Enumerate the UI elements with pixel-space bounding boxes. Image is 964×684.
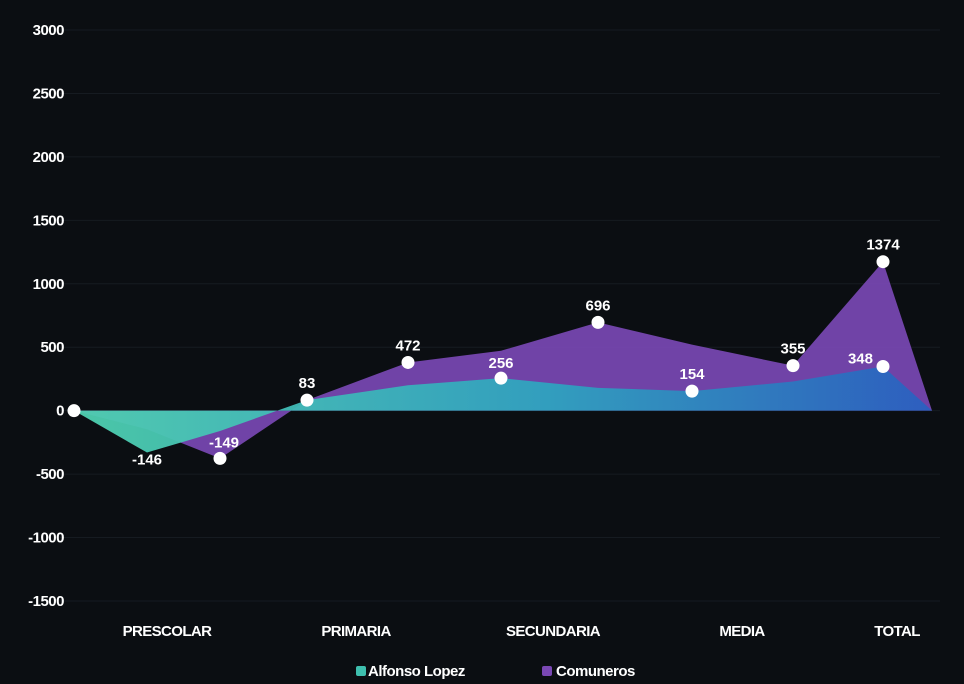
data-point	[876, 360, 890, 374]
data-label: 472	[395, 337, 420, 354]
data-point	[401, 355, 415, 369]
y-tick-label: 2500	[33, 85, 65, 102]
data-point	[685, 384, 699, 398]
legend-swatch	[542, 666, 552, 676]
data-point	[786, 359, 800, 373]
data-point	[67, 404, 81, 418]
x-axis-categories: PRESCOLAR PRIMARIA SECUNDARIA MEDIA TOTAL	[123, 623, 921, 640]
data-points	[67, 255, 890, 465]
y-tick-label: 1000	[33, 276, 65, 293]
data-point	[300, 393, 314, 407]
x-category-label: SECUNDARIA	[506, 623, 601, 640]
legend-label: Comuneros	[556, 663, 635, 680]
grid-lines	[60, 29, 940, 602]
data-point	[591, 315, 605, 329]
legend-item[interactable]: Comuneros	[542, 663, 636, 680]
data-label: 83	[299, 375, 316, 392]
y-tick-label: 3000	[33, 22, 65, 39]
data-labels: -146 -149 83 472 256 696 154 355 1374 348	[132, 237, 900, 469]
y-tick-label: 0	[56, 403, 64, 420]
legend: Alfonso Lopez Comuneros	[356, 663, 636, 680]
data-label: -149	[209, 434, 239, 451]
legend-swatch	[356, 666, 366, 676]
data-point	[494, 371, 508, 385]
y-tick-label: -1500	[28, 593, 64, 610]
series-areas	[74, 261, 932, 459]
x-category-label: MEDIA	[719, 623, 765, 640]
data-label: 1374	[866, 237, 900, 254]
data-label: 154	[679, 366, 705, 383]
data-label: -146	[132, 452, 162, 469]
y-tick-label: 1500	[33, 212, 65, 229]
data-label: 256	[488, 355, 513, 372]
y-tick-label: -1000	[28, 530, 64, 547]
y-tick-label: 500	[40, 339, 64, 356]
series-area-alfonso-lopez	[74, 366, 932, 453]
x-category-label: TOTAL	[874, 623, 920, 640]
x-category-label: PRESCOLAR	[123, 623, 213, 640]
legend-label: Alfonso Lopez	[368, 663, 465, 680]
data-point	[213, 451, 227, 465]
data-label: 348	[848, 351, 873, 368]
data-label: 696	[585, 297, 610, 314]
data-point	[876, 255, 890, 269]
legend-item[interactable]: Alfonso Lopez	[356, 663, 465, 680]
y-axis-ticks: 3000 2500 2000 1500 1000 500 0 -500 -1000 -1500	[28, 22, 65, 610]
y-tick-label: 2000	[33, 149, 65, 166]
y-tick-label: -500	[36, 466, 64, 483]
data-label: 355	[780, 341, 805, 358]
x-category-label: PRIMARIA	[321, 623, 391, 640]
